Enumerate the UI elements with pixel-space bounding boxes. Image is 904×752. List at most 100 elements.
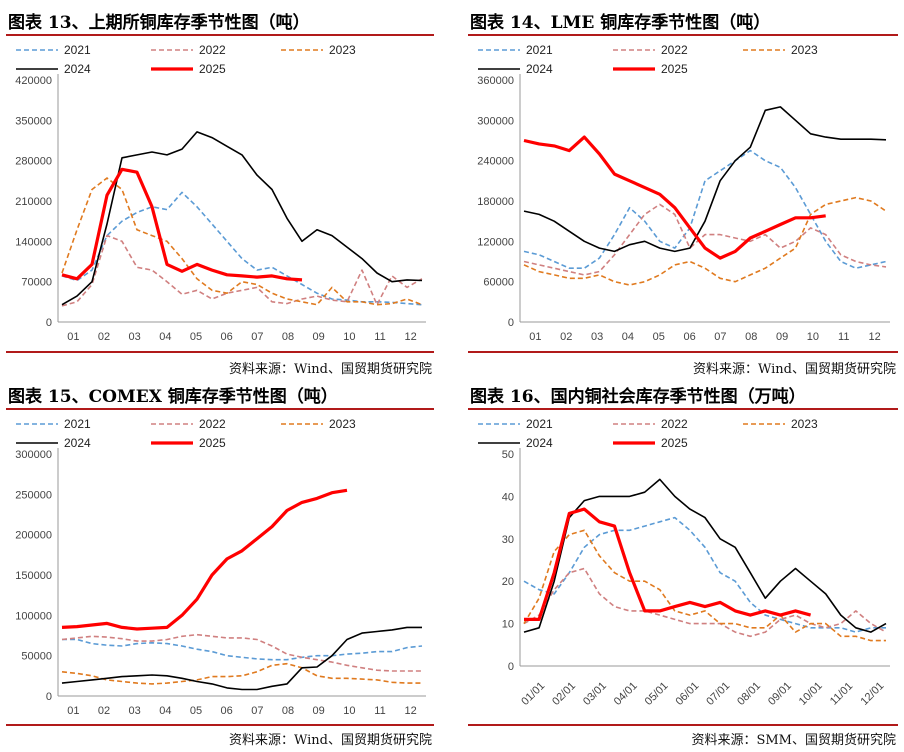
- source-note: 资料来源：SMM、国贸期货研究院: [691, 733, 896, 748]
- series-line-2025: [61, 167, 303, 282]
- legend-label-2025: 2025: [661, 62, 688, 76]
- source-rule: [6, 724, 434, 726]
- y-tick-label: 10: [502, 619, 514, 631]
- x-tick-label: 03/01: [581, 680, 609, 708]
- legend-label-2023: 2023: [329, 417, 356, 431]
- series-line-2024: [523, 478, 887, 633]
- y-tick-label: 240000: [477, 156, 514, 168]
- legend-label-2022: 2022: [661, 417, 688, 431]
- x-tick-label: 07: [714, 331, 726, 343]
- legend-label-2024: 2024: [526, 436, 553, 450]
- x-tick-label: 04/01: [612, 680, 640, 708]
- y-tick-label: 0: [508, 661, 514, 673]
- chart-panel-domestic: 图表 16、国内铜社会库存季节性图（万吨） 0 10 20 30 40 50 01/01 02…: [468, 380, 900, 750]
- x-tick-label: 06: [221, 705, 233, 717]
- y-tick-label: 20: [502, 576, 514, 588]
- chart-title: 图表 13、上期所铜库存季节性图（吨）: [8, 13, 310, 33]
- series-line-2021: [62, 638, 423, 661]
- x-tick-label: 09/01: [766, 680, 794, 708]
- legend-label-2024: 2024: [526, 62, 553, 76]
- y-tick-label: 30: [502, 534, 514, 546]
- x-tick-label: 09: [776, 331, 788, 343]
- y-tick-label: 250000: [15, 489, 52, 501]
- x-tick-label: 02/01: [550, 680, 578, 708]
- series-line-2023: [61, 662, 422, 685]
- x-tick-label: 02: [560, 331, 572, 343]
- y-tick-label: 300000: [477, 115, 514, 127]
- chart-panel-shfe: 图表 13、上期所铜库存季节性图（吨） 0 70000 140000 210000 28…: [6, 6, 436, 378]
- legend-label-2023: 2023: [329, 43, 356, 57]
- y-tick-label: 100000: [15, 610, 52, 622]
- x-tick-label: 06: [683, 331, 695, 343]
- x-tick-label: 06: [221, 331, 233, 343]
- legend-label-2024: 2024: [64, 62, 91, 76]
- y-tick-label: 150000: [15, 570, 52, 582]
- x-tick-label: 02: [98, 331, 110, 343]
- chart-panel-lme: 图表 14、LME 铜库存季节性图（吨） 0 60000 120000 180000 2…: [468, 6, 900, 378]
- x-tick-label: 11: [374, 705, 385, 717]
- series-line-2021: [523, 149, 887, 269]
- chart-comex: 0 50000 100000 150000 200000 250000 300000 01 02…: [15, 417, 426, 717]
- y-tick-label: 120000: [477, 236, 514, 248]
- x-tick-label: 01: [529, 331, 541, 343]
- y-tick-label: 200000: [15, 530, 52, 542]
- chart-title: 图表 14、LME 铜库存季节性图（吨）: [470, 13, 771, 33]
- x-tick-label: 01: [67, 705, 79, 717]
- series-line-2024: [523, 106, 887, 253]
- y-tick-label: 40: [502, 491, 514, 503]
- chart-lme: 0 60000 120000 180000 240000 300000 360000 01 02…: [477, 43, 890, 343]
- x-tick-label: 08: [282, 331, 294, 343]
- legend-label-2022: 2022: [661, 43, 688, 57]
- legend-label-2022: 2022: [199, 417, 226, 431]
- x-tick-label: 11/01: [828, 680, 855, 707]
- title-rule: [468, 408, 898, 410]
- series-line-2021: [523, 516, 886, 633]
- x-tick-label: 01: [67, 331, 79, 343]
- x-tick-label: 04: [622, 331, 634, 343]
- source-note: 资料来源：Wind、国贸期货研究院: [229, 362, 432, 377]
- y-tick-label: 50: [502, 449, 514, 461]
- x-tick-label: 09: [313, 331, 325, 343]
- y-tick-label: 60000: [483, 277, 514, 289]
- source-note: 资料来源：Wind、国贸期货研究院: [229, 733, 432, 748]
- x-tick-label: 03: [129, 705, 141, 717]
- x-tick-label: 05/01: [643, 680, 671, 708]
- series-line-2025: [524, 507, 812, 621]
- legend-label-2024: 2024: [64, 436, 91, 450]
- x-tick-label: 01/01: [519, 680, 547, 708]
- series-line-2024: [61, 131, 423, 306]
- chart-domestic: 0 10 20 30 40 50 01/01 02/01 03/01 04/01 05/01 06/0…: [478, 417, 890, 708]
- legend-label-2021: 2021: [526, 43, 553, 57]
- series-line-2023: [523, 529, 886, 642]
- legend-label-2023: 2023: [791, 417, 818, 431]
- x-tick-label: 07/01: [704, 680, 732, 708]
- x-tick-label: 12: [405, 331, 417, 343]
- source-rule: [468, 351, 898, 353]
- x-tick-label: 08: [282, 705, 294, 717]
- y-tick-label: 50000: [21, 651, 52, 663]
- series-line-2022: [523, 203, 887, 276]
- source-rule: [468, 724, 898, 726]
- legend-label-2022: 2022: [199, 43, 226, 57]
- x-tick-label: 09: [313, 705, 325, 717]
- x-tick-label: 10: [343, 705, 355, 717]
- x-tick-label: 04: [159, 705, 171, 717]
- chart-panel-comex: 图表 15、COMEX 铜库存季节性图（吨） 0 50000 100000 15000…: [6, 380, 436, 750]
- y-tick-label: 300000: [15, 449, 52, 461]
- x-tick-label: 11: [374, 331, 385, 343]
- legend-label-2023: 2023: [791, 43, 818, 57]
- legend-label-2021: 2021: [64, 43, 91, 57]
- x-tick-label: 06/01: [673, 680, 701, 708]
- y-tick-label: 350000: [15, 115, 52, 127]
- x-tick-label: 08: [745, 331, 757, 343]
- series-line-2025: [523, 135, 826, 260]
- y-tick-label: 0: [508, 317, 514, 329]
- series-line-2024: [61, 626, 422, 691]
- legend-label-2025: 2025: [199, 62, 226, 76]
- y-tick-label: 180000: [477, 196, 514, 208]
- title-rule: [468, 34, 898, 36]
- y-tick-label: 420000: [15, 75, 52, 87]
- legend-label-2025: 2025: [661, 436, 688, 450]
- y-tick-label: 280000: [15, 156, 52, 168]
- legend-label-2025: 2025: [199, 436, 226, 450]
